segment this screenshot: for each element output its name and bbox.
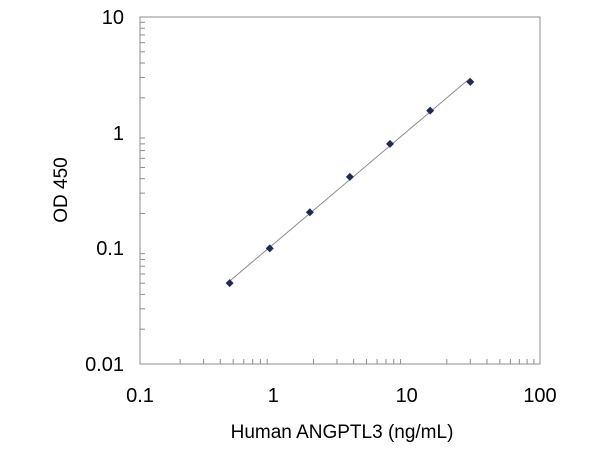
y-tick-label-10: 10 (102, 7, 124, 29)
data-point (265, 244, 274, 253)
y-minor-ticks (140, 21, 145, 330)
y-tick-label-1: 1 (113, 123, 124, 145)
plot-area (139, 16, 541, 365)
data-point (426, 106, 435, 115)
x-axis-title: Human ANGPTL3 (ng/mL) (231, 422, 454, 443)
data-point (345, 172, 354, 181)
y-tick-label-0.1: 0.1 (96, 238, 124, 260)
data-point (225, 279, 234, 288)
y-axis-title: OD 450 (51, 157, 72, 222)
data-point (305, 208, 314, 217)
x-tick-label-10: 10 (396, 385, 418, 407)
y-tick-label-0.01: 0.01 (85, 354, 124, 376)
x-tick-label-1: 1 (268, 385, 279, 407)
x-minor-ticks (179, 359, 535, 364)
data-point (386, 139, 395, 148)
x-tick-label-100: 100 (523, 385, 556, 407)
data-points (225, 77, 475, 288)
x-tick-label-0.1: 0.1 (126, 385, 154, 407)
data-point (466, 77, 475, 86)
